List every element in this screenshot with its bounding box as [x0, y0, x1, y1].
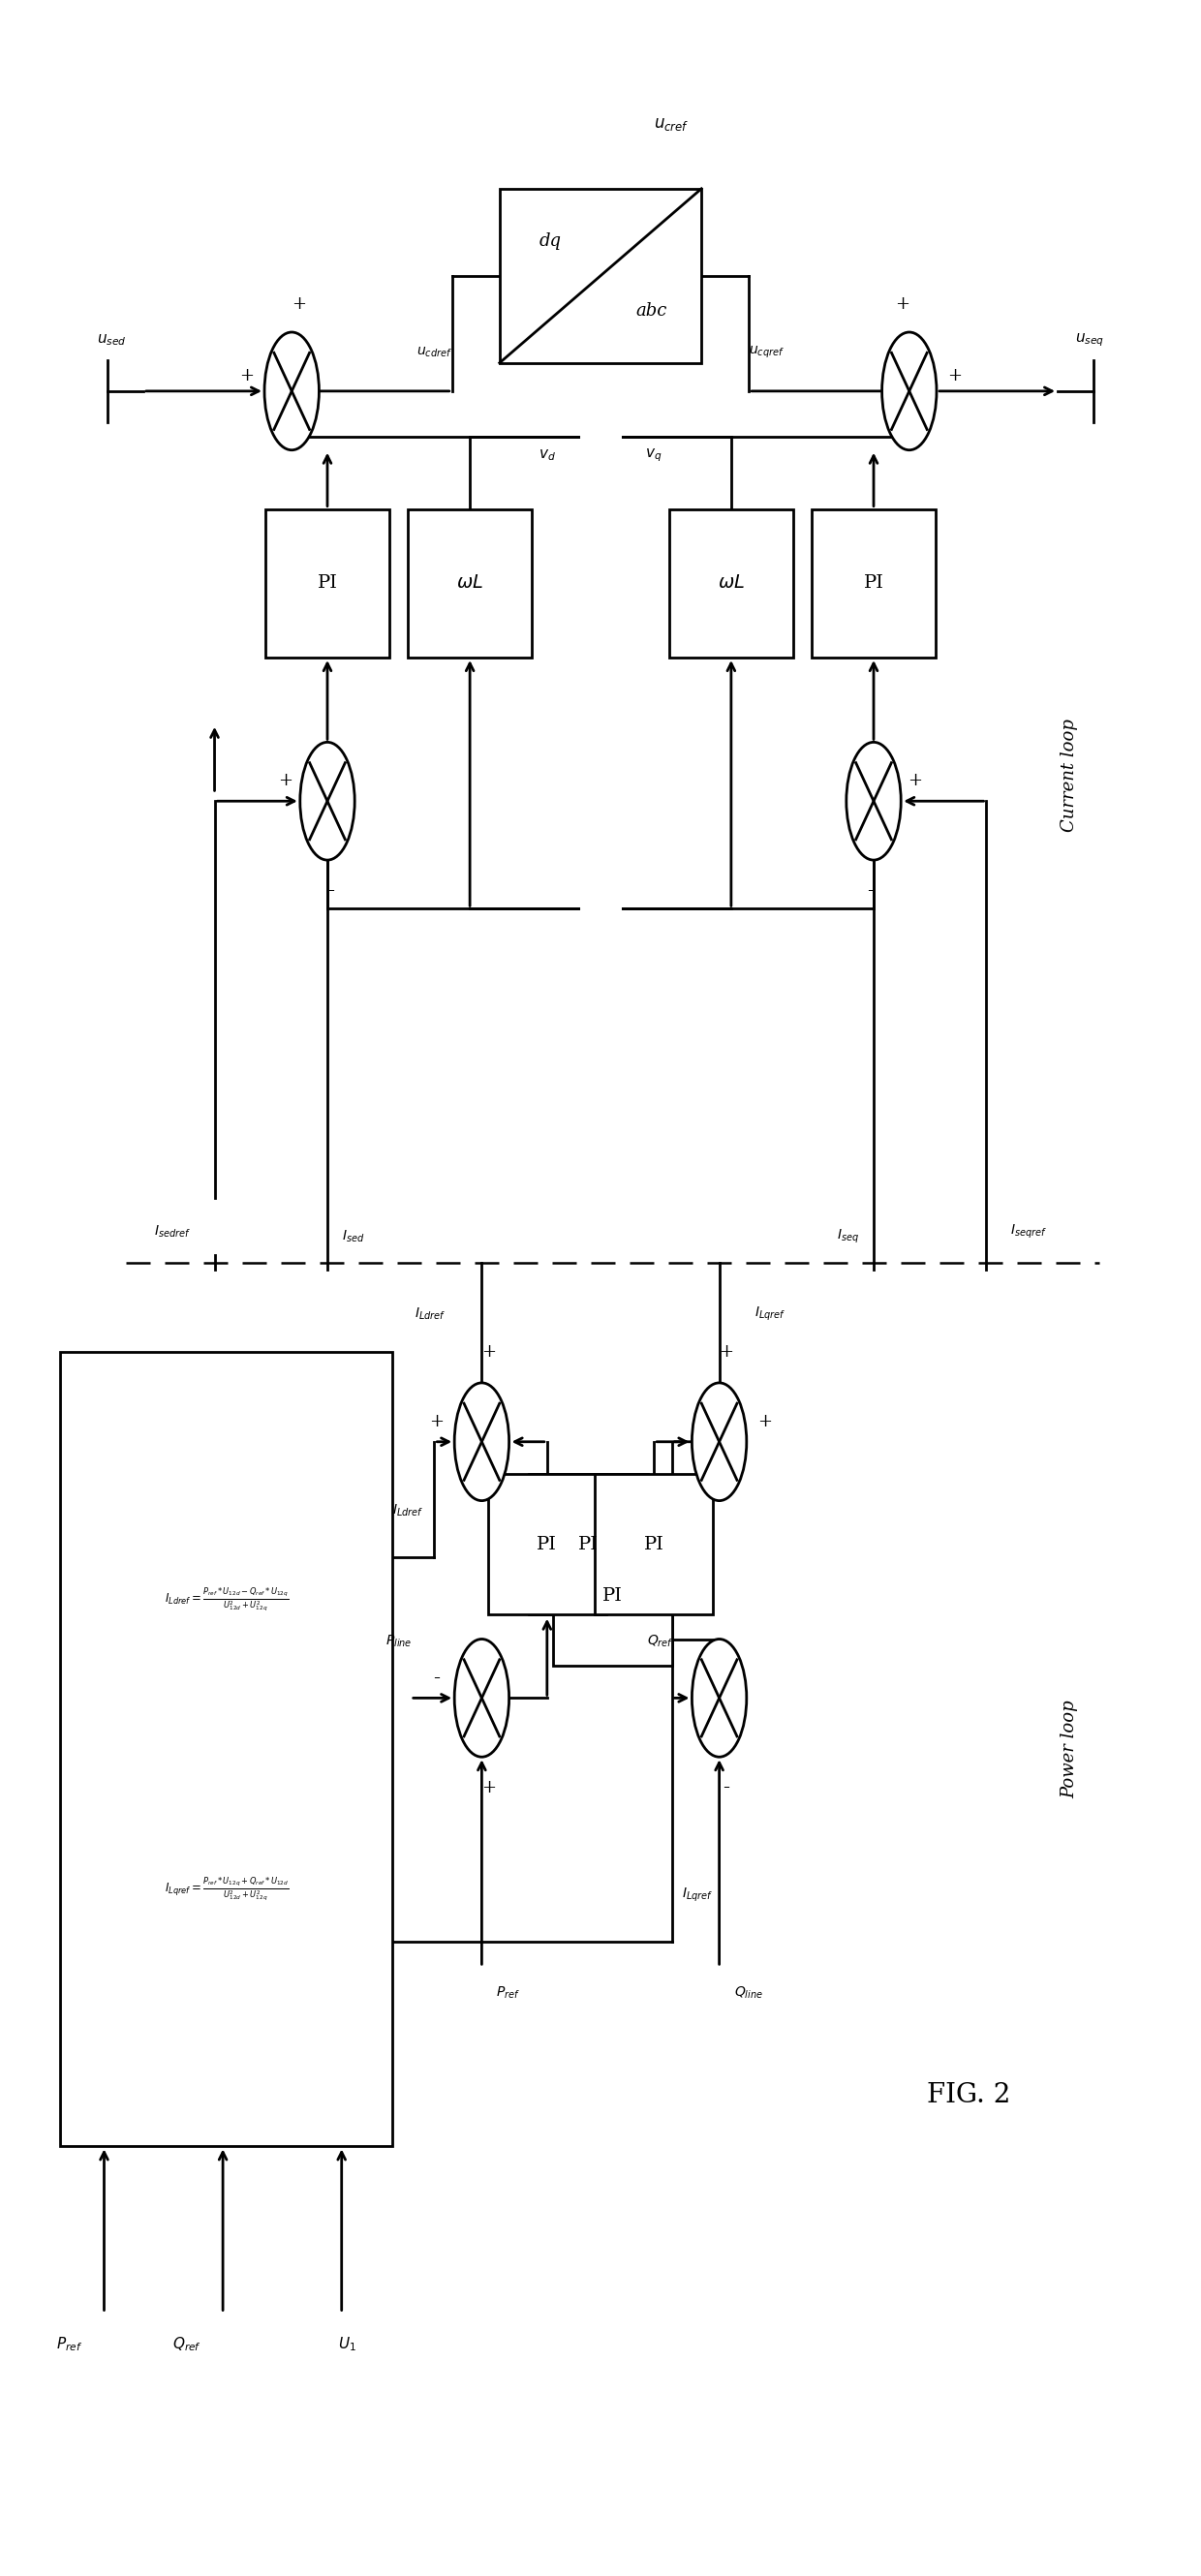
Text: +: + [908, 773, 922, 788]
Text: $Q_{line}$: $Q_{line}$ [734, 1984, 764, 2002]
Text: FIG. 2: FIG. 2 [927, 2081, 1010, 2107]
Text: $I_{sedref}$: $I_{sedref}$ [154, 1224, 191, 1239]
Circle shape [882, 332, 937, 451]
Text: $I_{Ldref}=\frac{P_{ref}*U_{12d}-Q_{ref}*U_{12q}}{U_{12d}^2+U_{12q}^2}$: $I_{Ldref}=\frac{P_{ref}*U_{12d}-Q_{ref}… [165, 1587, 288, 1615]
Text: $I_{Ldref}$: $I_{Ldref}$ [393, 1502, 424, 1520]
Text: +: + [757, 1412, 772, 1430]
Text: $u_{seq}$: $u_{seq}$ [1075, 332, 1105, 348]
Bar [407, 510, 532, 657]
Circle shape [300, 742, 354, 860]
Text: PI: PI [317, 574, 337, 592]
Text: $I_{Lqref}=\frac{P_{ref}*U_{12q}+Q_{ref}*U_{12d}}{U_{12d}^2+U_{12q}^2}$: $I_{Lqref}=\frac{P_{ref}*U_{12q}+Q_{ref}… [165, 1875, 288, 1904]
Circle shape [847, 742, 901, 860]
Text: +: + [279, 773, 293, 788]
Text: $Q_{ref}$: $Q_{ref}$ [173, 2334, 202, 2352]
Text: $P_{line}$: $P_{line}$ [386, 1633, 412, 1649]
Text: $\omega L$: $\omega L$ [717, 574, 745, 592]
Bar [488, 1473, 607, 1615]
Text: PI: PI [579, 1535, 599, 1553]
Circle shape [692, 1638, 747, 1757]
Text: PI: PI [644, 1535, 664, 1553]
Circle shape [454, 1638, 509, 1757]
Text: abc: abc [635, 301, 667, 319]
Text: $u_{cqref}$: $u_{cqref}$ [749, 345, 784, 361]
Text: $\omega L$: $\omega L$ [456, 574, 484, 592]
Bar [60, 1352, 393, 2146]
Text: $U_1$: $U_1$ [339, 2334, 357, 2352]
Text: +: + [948, 366, 962, 384]
Text: +: + [482, 1780, 496, 1795]
Text: $I_{seq}$: $I_{seq}$ [837, 1229, 860, 1247]
Text: Power loop: Power loop [1060, 1700, 1078, 1798]
Text: PI: PI [537, 1535, 557, 1553]
Text: +: + [429, 1412, 444, 1430]
Text: +: + [292, 296, 306, 312]
Bar [552, 1525, 671, 1667]
Bar [594, 1473, 713, 1615]
Text: $I_{seqref}$: $I_{seqref}$ [1010, 1224, 1047, 1242]
Text: $I_{sed}$: $I_{sed}$ [341, 1229, 364, 1244]
Bar [530, 1473, 649, 1615]
Text: +: + [239, 366, 253, 384]
Text: -: - [328, 881, 334, 899]
Text: $v_q$: $v_q$ [645, 446, 662, 464]
Text: $u_{sed}$: $u_{sed}$ [96, 332, 126, 348]
Text: $I_{Lqref}$: $I_{Lqref}$ [755, 1306, 787, 1321]
Bar [669, 510, 794, 657]
Text: $I_{Lqref}$: $I_{Lqref}$ [682, 1886, 713, 1904]
Text: $Q_{ref}$: $Q_{ref}$ [646, 1633, 674, 1649]
Text: $u_{cdref}$: $u_{cdref}$ [417, 345, 452, 361]
Text: +: + [706, 1669, 721, 1687]
Text: +: + [719, 1342, 734, 1360]
Circle shape [454, 1383, 509, 1502]
Bar [812, 510, 936, 657]
Text: $P_{ref}$: $P_{ref}$ [496, 1984, 520, 2002]
Text: -: - [867, 881, 873, 899]
Text: dq: dq [539, 232, 561, 250]
Text: $u_{cref}$: $u_{cref}$ [655, 116, 689, 131]
Bar [265, 510, 389, 657]
Text: Current loop: Current loop [1060, 719, 1078, 832]
Text: -: - [434, 1669, 440, 1687]
Text: PI: PI [602, 1587, 622, 1605]
Circle shape [692, 1383, 747, 1502]
Text: -: - [723, 1777, 730, 1798]
Bar [500, 188, 701, 363]
Text: $P_{ref}$: $P_{ref}$ [56, 2334, 83, 2352]
Text: $I_{Ldref}$: $I_{Ldref}$ [414, 1306, 446, 1321]
Text: PI: PI [864, 574, 884, 592]
Text: +: + [482, 1342, 496, 1360]
Text: +: + [895, 296, 909, 312]
Circle shape [264, 332, 319, 451]
Text: $v_d$: $v_d$ [539, 448, 556, 464]
